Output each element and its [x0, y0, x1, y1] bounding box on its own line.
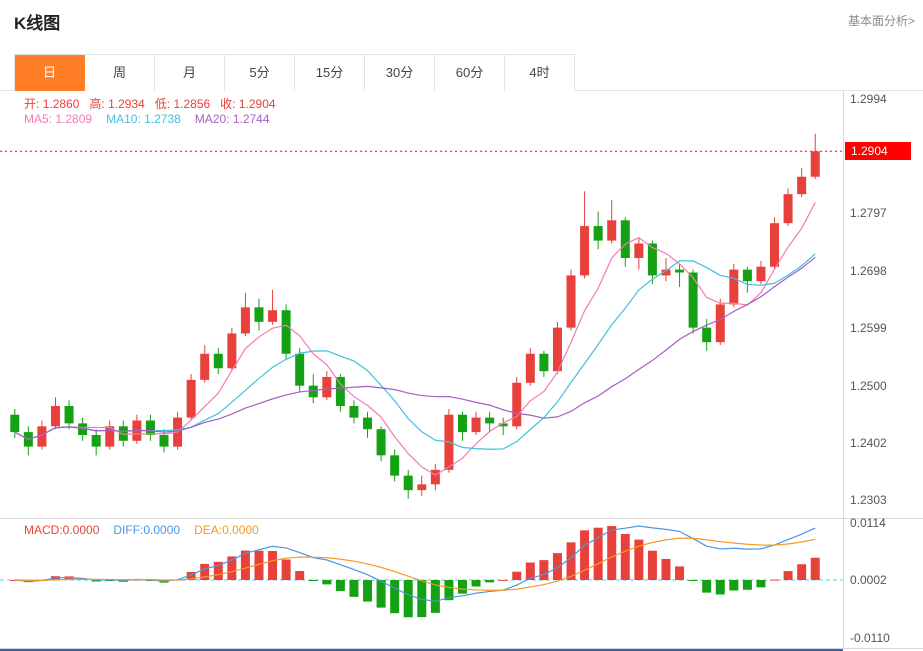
axis-divider — [843, 91, 844, 648]
ohlc-readout: 开: 1.2860 高: 1.2934 低: 1.2856 收: 1.2904 — [24, 95, 286, 112]
macd-axis: 0.0114 0.0002 -0.0110 — [844, 516, 923, 649]
price-axis: 1.2994 1.2904 1.2797 1.2698 1.2599 1.2500 1.24… — [844, 91, 923, 519]
macd-chart[interactable] — [0, 519, 843, 648]
ma-readout: MA5: 1.2809 MA10: 1.2738 MA20: 1.2744 — [24, 112, 270, 126]
tab-week[interactable]: 周 — [85, 55, 155, 91]
ohlc-close: 收: 1.2904 — [220, 97, 276, 111]
macd-value: MACD:0.0000 — [24, 523, 100, 537]
price-axis-tick: 1.2698 — [850, 263, 887, 278]
tab-month[interactable]: 月 — [155, 55, 225, 91]
price-axis-tick: 1.2797 — [850, 206, 887, 221]
bottom-divider — [0, 648, 923, 649]
dea-value: DEA:0.0000 — [194, 523, 259, 537]
price-axis-tick: 1.2994 — [850, 92, 887, 106]
fundamental-analysis-link[interactable]: 基本面分析> — [847, 14, 915, 28]
ohlc-high: 高: 1.2934 — [89, 97, 145, 111]
price-axis-tick: 1.2500 — [850, 378, 887, 393]
ohlc-low: 低: 1.2856 — [154, 97, 211, 111]
macd-axis-tick: 0.0114 — [850, 516, 886, 530]
ma20-value: MA20: 1.2744 — [194, 112, 270, 126]
tab-4hour[interactable]: 4时 — [505, 55, 575, 91]
panel-divider — [0, 518, 923, 519]
tab-day[interactable]: 日 — [15, 55, 85, 91]
ma5-value: MA5: 1.2809 — [24, 112, 93, 126]
price-axis-tick: 1.2402 — [850, 435, 887, 450]
tab-30min[interactable]: 30分 — [365, 55, 435, 91]
chart-area: 开: 1.2860 高: 1.2934 低: 1.2856 收: 1.2904 MA5… — [0, 91, 923, 651]
interval-tabbar: 日 周 月 5分 15分 30分 60分 4时 — [0, 54, 923, 91]
diff-value: DIFF:0.0000 — [113, 523, 181, 537]
tab-5min[interactable]: 5分 — [225, 55, 295, 91]
interval-tabs: 日 周 月 5分 15分 30分 60分 4时 — [14, 54, 575, 91]
candlestick-chart[interactable] — [0, 91, 843, 518]
header: K线图 基本面分析> — [0, 0, 923, 46]
time-scrollbar[interactable] — [0, 649, 843, 651]
current-price-badge: 1.2904 — [845, 142, 911, 161]
macd-axis-tick: -0.0110 — [850, 631, 890, 645]
tab-15min[interactable]: 15分 — [295, 55, 365, 91]
ohlc-open: 开: 1.2860 — [24, 97, 80, 111]
macd-axis-tick: 0.0002 — [850, 573, 887, 587]
macd-readout: MACD:0.0000 DIFF:0.0000 DEA:0.0000 — [24, 523, 259, 537]
ma10-value: MA10: 1.2738 — [106, 112, 181, 126]
tab-60min[interactable]: 60分 — [435, 55, 505, 91]
page-title: K线图 — [14, 14, 61, 33]
price-axis-tick: 1.2303 — [850, 493, 887, 507]
price-axis-tick: 1.2599 — [850, 321, 887, 336]
